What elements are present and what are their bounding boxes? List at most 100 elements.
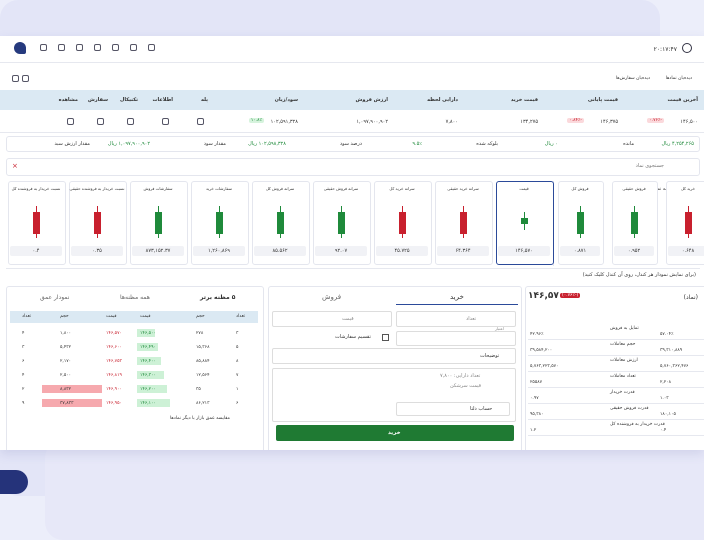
bid-bg [137,399,170,407]
buy-button-label[interactable]: خرید [388,430,401,436]
column-header: قیمت خرید [510,97,538,103]
clear-icon[interactable]: × [12,162,18,170]
row-icon[interactable] [197,118,204,125]
bid-bg [137,343,158,351]
input[interactable] [396,311,516,327]
badge: ۱۰.۸٪ [248,118,264,123]
toolbar-icon[interactable] [148,44,155,51]
info-value: ۵,۷۶۰,۳۶۲,۴۷۶ [660,364,689,369]
card-value: ۰.۳۵ [92,248,102,254]
info-price: ۱۴۶,۵۷۰ [528,291,565,301]
orderbook-cell: ۸۶,۲۱۳ [196,401,210,406]
notes[interactable] [272,348,516,364]
clock-time: ۲۰:۱۷:۴۷ [653,46,677,53]
summary-label: درصد سود [339,141,362,147]
toolbar-icon[interactable] [58,44,65,51]
info-label: قدرت خریدار به فروشنده کل [610,422,665,427]
card-value: ۸۷۳,۱۵۲.۳۷ [145,248,171,254]
checkbox[interactable] [382,334,389,341]
row-icon[interactable] [97,118,104,125]
column-header: ارزش فروش [355,97,388,103]
info-box [272,368,516,422]
info-label: تعداد معاملات [610,374,636,379]
input-label: قیمت [342,316,354,322]
info-line: تعداد دارایی: ۷,۸۰۰ [440,373,481,379]
toolbar-icon[interactable] [94,44,101,51]
card-value: ۸۵.۵۶۲ [272,248,288,254]
select[interactable] [396,331,516,346]
card-value: ۰.۸۷۱ [573,248,587,254]
app-window: ۲۰:۱۷:۴۷ × دیده‌بان نمادها دیده‌بان سفارش… [0,36,704,450]
tab[interactable]: دیده‌بان نمادها [665,76,692,81]
info-value: ۱.۰۳ [660,396,669,401]
orderbook-cell: ۴ [22,331,25,336]
card-value: ۱۴۶,۵۷۰ [515,248,533,254]
buy-button[interactable] [276,425,514,441]
info-divider [528,403,704,404]
sell-tab[interactable]: فروش [322,293,342,301]
hint: (برای نمایش نمودار هر کندل، روی آن کندل … [582,272,696,278]
orderbook-cell: ۱۴۶,۶۰۰ [106,345,122,350]
card-value-bg [560,246,600,256]
candle-body [460,212,467,234]
summary-label: مقدار سود [203,141,226,147]
tab[interactable]: دیده‌بان سفارش‌ها [615,76,650,81]
row-icon[interactable] [127,118,134,125]
account-select[interactable] [396,402,510,416]
divider [0,132,704,133]
search-input[interactable]: جستجوی نماد [635,163,664,169]
orderbook-cell: ۸۵,۸۸۴ [196,359,210,364]
orderbook-cell: ۱۴۶,۴۹۰ [140,345,156,350]
orderbook-cell: ۴ [22,373,25,378]
card-value-bg [668,246,704,256]
table-header-bg [0,90,704,110]
card-value-bg [498,246,550,256]
candle-body [685,212,692,234]
bid-bg [137,357,161,365]
card-label: سرانه فروش حقیقی [323,186,359,191]
orderbook-tab[interactable]: ۵ مظنه برتر [200,294,236,301]
orderbook-col: قیمت [140,314,151,319]
orderbook-footer[interactable]: مقایسه عمق بازار با دیگر نمادها [170,416,230,421]
input[interactable] [272,311,392,327]
card-label: سفارشات خرید [205,186,233,191]
info-divider [528,419,704,420]
info-title: (نماد) [683,294,698,301]
badge: -۰.۸۴٪ [567,118,584,123]
cell: ۱,۰۹۷,۹۰۰,۹۰۲ [356,119,388,125]
info-label: تمایل به فروش [610,326,639,331]
toolbar-icon[interactable] [76,44,83,51]
card-label: خرید کل [680,186,696,191]
info-divider [528,435,704,436]
badge: -۰.۷۶٪ [647,118,664,123]
tool-icon[interactable] [22,75,29,82]
toolbar-icon[interactable] [112,44,119,51]
info-value: ۹۵,۳۸۰ [530,412,544,417]
backdrop-lower [45,440,704,540]
orderbook-cell: ۳ [236,331,239,336]
card-label: سرانه خرید کل [389,186,415,191]
card-label: سرانه خرید حقیقی [447,186,479,191]
divider [0,62,704,63]
orderbook-cell: ۱۴۶,۹۰۰ [106,387,122,392]
tool-icon[interactable] [12,75,19,82]
card-value: ۹۲.۰۷ [334,248,348,254]
info-label: قدرت فروش حقیقی [610,406,649,411]
buy-tab[interactable]: خرید [450,293,464,301]
card-label: نسبت خریدار به فروشنده کل [11,186,61,191]
orderbook-cell: ۷ [236,373,239,378]
info-line: قیمت سرشکن [450,383,481,389]
orderbook-tab[interactable]: همه مظنه‌ها [120,294,150,301]
orderbook-cell: ۹ [22,401,25,406]
toolbar-icon[interactable] [130,44,137,51]
column-header: اطلاعات [152,97,173,103]
card-label: سفارشات فروش [143,186,173,191]
row-icon[interactable] [67,118,74,125]
card-value-bg [71,246,123,256]
orderbook-tab[interactable]: نمودار عمق [40,294,70,301]
summary-value: ۴,۲۵۴,۲۶۵ ریال [661,141,694,147]
row-icon[interactable] [162,118,169,125]
toolbar-icon[interactable] [40,44,47,51]
orderbook-cell: ۱,۸۰۰ [60,331,72,336]
